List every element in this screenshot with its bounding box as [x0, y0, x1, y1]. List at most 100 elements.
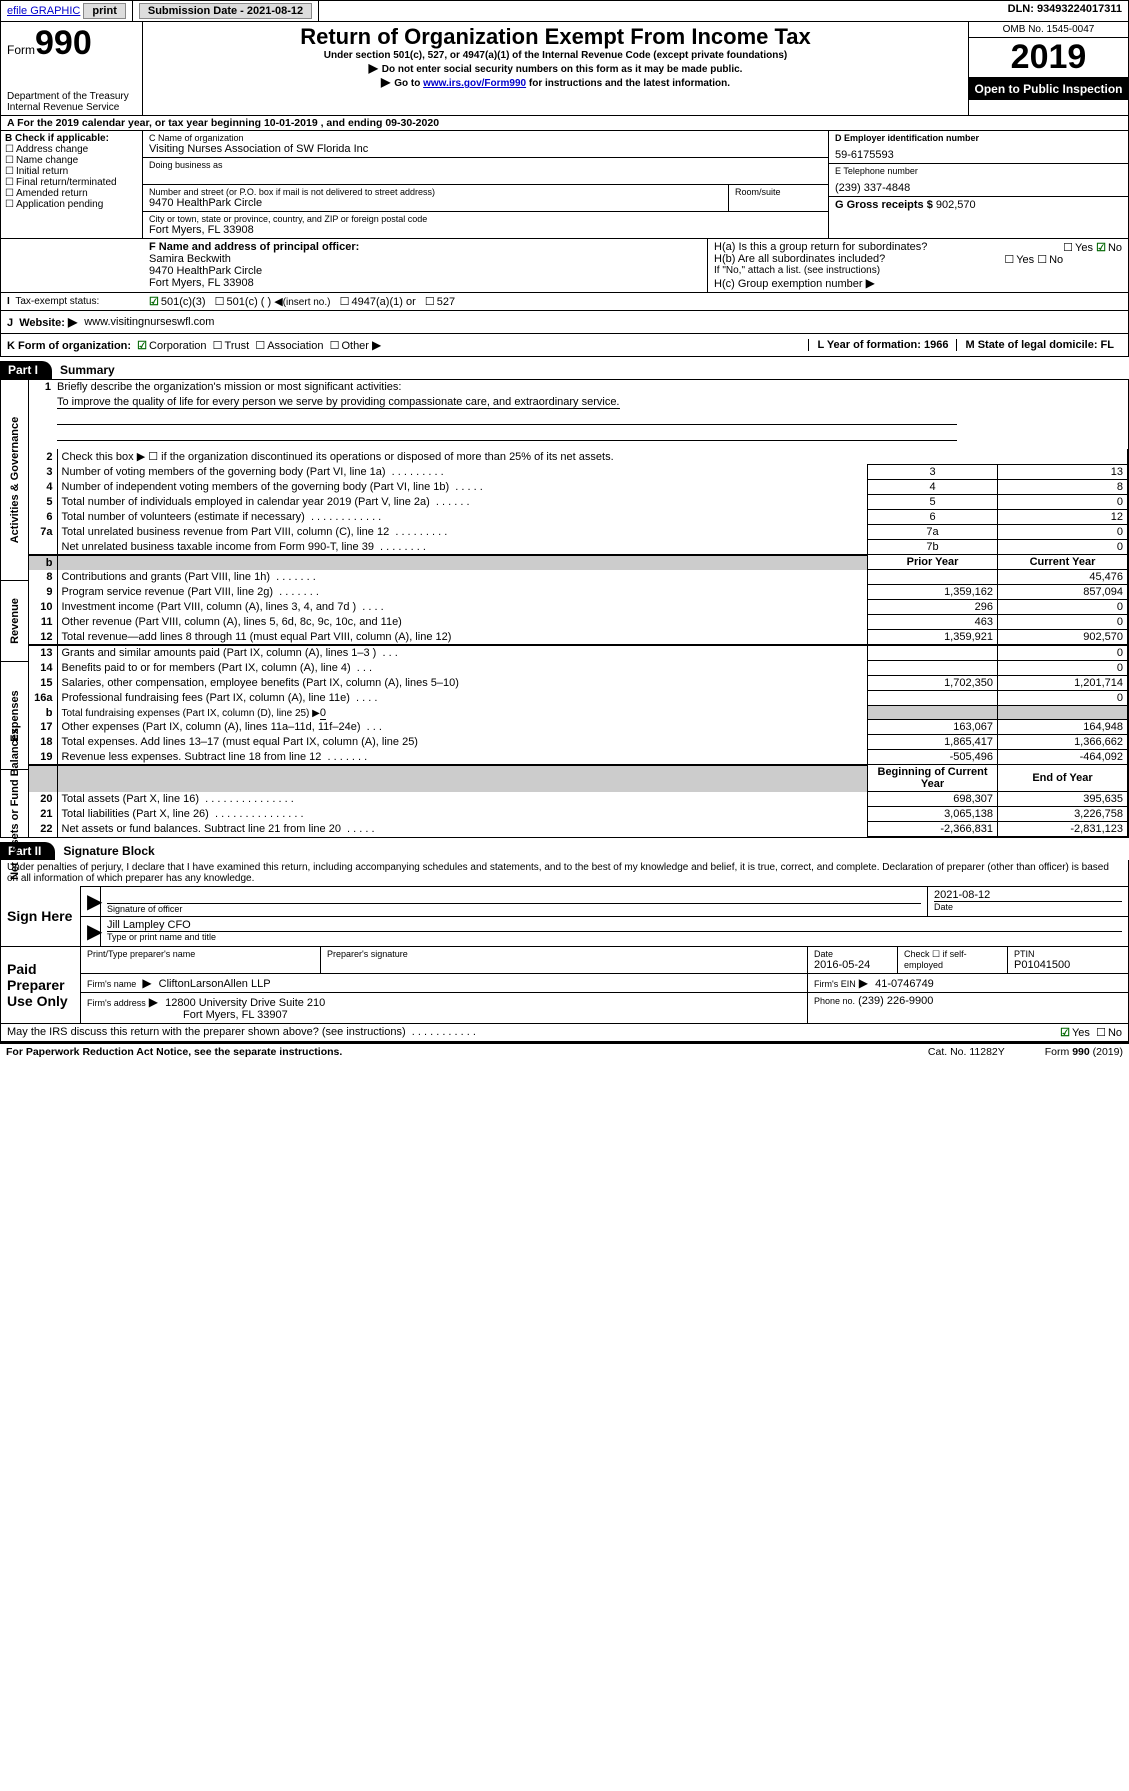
- ha-no[interactable]: No: [1096, 242, 1122, 254]
- c-name-label: C Name of organization: [149, 133, 822, 143]
- prep-sig-lbl: Preparer's signature: [327, 949, 801, 959]
- col-c-name-address: C Name of organization Visiting Nurses A…: [143, 131, 828, 238]
- line7a-val: 0: [998, 525, 1128, 540]
- line7a: Total unrelated business revenue from Pa…: [57, 525, 868, 540]
- form-title: Return of Organization Exempt From Incom…: [149, 24, 962, 50]
- part-1-tab: Part I: [0, 361, 52, 379]
- line1-value: To improve the quality of life for every…: [57, 396, 620, 409]
- efile-link[interactable]: efile GRAPHIC: [7, 5, 80, 17]
- hdr-beg: Beginning of Current Year: [868, 765, 998, 792]
- chk-4947[interactable]: 4947(a)(1) or: [340, 296, 416, 308]
- chk-501c[interactable]: 501(c) ( ): [215, 296, 272, 308]
- chk-other[interactable]: Other: [330, 340, 369, 352]
- chk-527[interactable]: 527: [425, 296, 455, 308]
- officer-addr1: 9470 HealthPark Circle: [149, 265, 701, 277]
- perjury-text: Under penalties of perjury, I declare th…: [1, 860, 1128, 886]
- discuss-text: May the IRS discuss this return with the…: [7, 1026, 1060, 1039]
- line12: Total revenue—add lines 8 through 11 (mu…: [57, 630, 868, 646]
- signature-block: Under penalties of perjury, I declare th…: [0, 860, 1129, 1042]
- chk-name-change[interactable]: Name change: [5, 155, 138, 166]
- j-website-row: J Website: www.visitingnurseswfl.com: [0, 311, 1129, 334]
- chk-app-pending[interactable]: Application pending: [5, 199, 138, 210]
- officer-addr2: Fort Myers, FL 33908: [149, 277, 701, 289]
- line3: Number of voting members of the governin…: [57, 465, 868, 480]
- part-2-header: Part II Signature Block: [0, 842, 1129, 860]
- line3-val: 13: [998, 465, 1128, 480]
- prep-date: 2016-05-24: [814, 959, 891, 971]
- line5-val: 0: [998, 495, 1128, 510]
- line6: Total number of volunteers (estimate if …: [57, 510, 868, 525]
- f-h-block: F Name and address of principal officer:…: [0, 239, 1129, 293]
- submission-date-button[interactable]: Submission Date - 2021-08-12: [139, 3, 312, 19]
- line4: Number of independent voting members of …: [57, 480, 868, 495]
- line15: Salaries, other compensation, employee b…: [57, 676, 868, 691]
- g-gross-label: G Gross receipts $: [835, 199, 933, 211]
- line7b-val: 0: [998, 540, 1128, 555]
- print-button[interactable]: print: [83, 3, 125, 19]
- hb-no[interactable]: No: [1037, 254, 1063, 266]
- discuss-no[interactable]: No: [1096, 1027, 1122, 1039]
- firm-ein: 41-0746749: [875, 978, 934, 990]
- line17: Other expenses (Part IX, column (A), lin…: [57, 720, 868, 735]
- chk-corp[interactable]: Corporation: [137, 340, 206, 352]
- firm-addr2: Fort Myers, FL 33907: [183, 1009, 288, 1021]
- sign-here-label: Sign Here: [1, 886, 81, 946]
- hdr-prior: Prior Year: [868, 555, 998, 570]
- room-label: Room/suite: [735, 187, 822, 197]
- self-emp[interactable]: Check ☐ if self-employed: [904, 949, 1001, 970]
- city-label: City or town, state or province, country…: [149, 214, 822, 224]
- hdr-current: Current Year: [998, 555, 1128, 570]
- chk-amended-return[interactable]: Amended return: [5, 188, 138, 199]
- line1-label: Briefly describe the organization's miss…: [57, 381, 1128, 393]
- line5: Total number of individuals employed in …: [57, 495, 868, 510]
- form-footer: Form 990 (2019): [1045, 1046, 1123, 1058]
- chk-final-return[interactable]: Final return/terminated: [5, 177, 138, 188]
- line14: Benefits paid to or for members (Part IX…: [57, 661, 868, 676]
- officer-name: Samira Beckwith: [149, 253, 701, 265]
- sig-date-label: Date: [934, 901, 1122, 912]
- sig-date-val: 2021-08-12: [934, 889, 1122, 901]
- h-a: H(a) Is this a group return for subordin…: [714, 241, 1122, 253]
- irs-label: Internal Revenue Service: [7, 102, 136, 113]
- chk-address-change[interactable]: Address change: [5, 144, 138, 155]
- part-1-header: Part I Summary: [0, 361, 1129, 379]
- chk-initial-return[interactable]: Initial return: [5, 166, 138, 177]
- irs-link[interactable]: www.irs.gov/Form990: [423, 78, 526, 89]
- firm-name: CliftonLarsonAllen LLP: [159, 978, 271, 990]
- header-middle: Return of Organization Exempt From Incom…: [143, 22, 968, 115]
- m-state-domicile: M State of legal domicile: FL: [956, 339, 1122, 351]
- part-2-title: Signature Block: [63, 844, 154, 858]
- dln-label: DLN: 93493224017311: [1002, 1, 1128, 21]
- entity-info-block: B Check if applicable: Address change Na…: [0, 131, 1129, 239]
- f-officer: F Name and address of principal officer:…: [143, 239, 708, 292]
- line18: Total expenses. Add lines 13–17 (must eq…: [57, 735, 868, 750]
- firm-phone: (239) 226-9900: [858, 995, 933, 1007]
- discuss-yes[interactable]: Yes: [1060, 1027, 1090, 1039]
- dept-treasury: Department of the Treasury: [7, 91, 136, 102]
- chk-trust[interactable]: Trust: [213, 340, 250, 352]
- h-c: H(c) Group exemption number: [714, 276, 1122, 290]
- ha-yes[interactable]: Yes: [1063, 242, 1093, 254]
- l-year-formation: L Year of formation: 1966: [808, 339, 956, 351]
- line21: Total liabilities (Part X, line 26) . . …: [57, 807, 868, 822]
- dba-label: Doing business as: [149, 160, 822, 170]
- row-a-tax-year: A For the 2019 calendar year, or tax yea…: [0, 116, 1129, 131]
- form-header: Form990 Department of the Treasury Inter…: [0, 22, 1129, 116]
- hb-yes[interactable]: Yes: [1004, 254, 1034, 266]
- footer: For Paperwork Reduction Act Notice, see …: [0, 1042, 1129, 1060]
- k-l-m-row: K Form of organization: Corporation Trus…: [0, 334, 1129, 357]
- chk-501c3[interactable]: 501(c)(3): [149, 296, 206, 308]
- paid-preparer-label: Paid Preparer Use Only: [1, 947, 81, 1023]
- open-public-inspection: Open to Public Inspection: [969, 78, 1128, 100]
- sig-officer-label: Signature of officer: [107, 903, 921, 914]
- ein-value: 59-6175593: [835, 143, 1122, 161]
- lines-3-7-table: 2Check this box ▶ ☐ if the organization …: [29, 449, 1128, 837]
- org-name: Visiting Nurses Association of SW Florid…: [149, 143, 822, 155]
- chk-assoc[interactable]: Association: [255, 340, 323, 352]
- h-b: H(b) Are all subordinates included? Yes …: [714, 253, 1122, 265]
- h-b-note: If "No," attach a list. (see instruction…: [714, 265, 1122, 276]
- street-address: 9470 HealthPark Circle: [149, 197, 722, 209]
- addr-label: Number and street (or P.O. box if mail i…: [149, 187, 722, 197]
- line22: Net assets or fund balances. Subtract li…: [57, 822, 868, 837]
- city-state-zip: Fort Myers, FL 33908: [149, 224, 822, 236]
